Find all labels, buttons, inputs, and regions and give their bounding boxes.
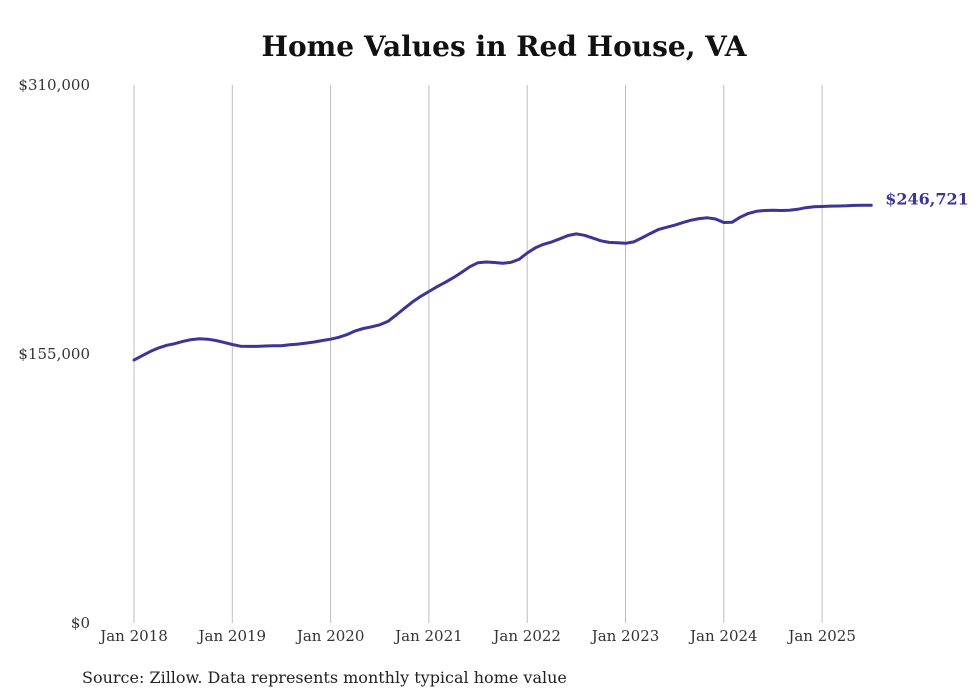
x-tick-label: Jan 2022 xyxy=(491,627,561,645)
x-tick-label: Jan 2021 xyxy=(393,627,463,645)
chart-title: Home Values in Red House, VA xyxy=(261,30,747,63)
y-tick-label: $155,000 xyxy=(18,345,90,363)
y-tick-label: $310,000 xyxy=(18,76,90,94)
x-tick-label: Jan 2024 xyxy=(688,627,758,645)
x-tick-label: Jan 2018 xyxy=(98,627,168,645)
series-line xyxy=(132,203,873,362)
end-value-label: $246,721 xyxy=(885,189,969,208)
x-tick-label: Jan 2023 xyxy=(590,627,660,645)
line-chart: Jan 2018 Jan 2019 Jan 2020 Jan 2021 Jan 2022… xyxy=(18,76,969,645)
x-tick-label: Jan 2019 xyxy=(197,627,267,645)
x-tick-label: Jan 2025 xyxy=(786,627,856,645)
x-tick-label: Jan 2020 xyxy=(295,627,365,645)
source-note: Source: Zillow. Data represents monthly … xyxy=(82,668,567,687)
y-tick-label: $0 xyxy=(71,614,90,632)
